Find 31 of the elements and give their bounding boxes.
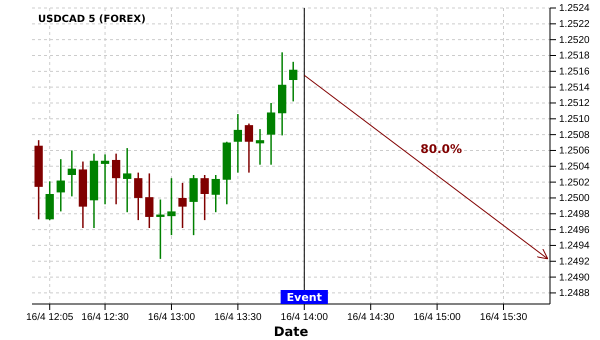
- y-tick-label: 1.2520: [559, 34, 590, 46]
- x-tick-label: 16/4 12:05: [26, 312, 74, 324]
- x-tick-label: 16/4 12:30: [81, 312, 130, 324]
- x-tick-label: 16/4 13:30: [214, 312, 262, 324]
- y-tick-label: 1.2522: [559, 19, 590, 30]
- ref-line-label: Event: [286, 291, 322, 304]
- y-tick-label: 1.2514: [559, 82, 590, 94]
- y-tick-label: 1.2496: [559, 224, 590, 236]
- y-tick-label: 1.2494: [559, 240, 590, 252]
- y-tick-label: 1.2490: [559, 272, 590, 284]
- y-tick-label: 1.2502: [559, 177, 590, 188]
- y-tick-label: 1.2508: [559, 130, 590, 141]
- y-tick-label: 1.2516: [559, 66, 590, 78]
- y-tick-label: 1.2498: [559, 208, 590, 220]
- x-tick-label: 16/4 14:00: [280, 312, 328, 324]
- x-tick-label: 16/4 15:30: [480, 312, 528, 324]
- y-tick-label: 1.2488: [559, 288, 590, 300]
- x-axis-title: Date: [274, 325, 308, 340]
- annotation: 80.0%: [420, 142, 462, 156]
- y-tick-label: 1.2492: [559, 256, 590, 268]
- y-tick-label: 1.2506: [559, 146, 590, 157]
- y-tick-label: 1.2518: [559, 50, 590, 62]
- y-tick-label: 1.2512: [559, 98, 590, 110]
- x-tick-label: 16/4 15:00: [413, 312, 462, 324]
- y-tick-label: 1.2504: [559, 161, 590, 172]
- y-tick-label: 1.2524: [559, 3, 590, 14]
- y-tick-label: 1.2510: [559, 114, 590, 125]
- x-tick-label: 16/4 14:30: [347, 312, 395, 324]
- y-tick-label: 1.2500: [559, 193, 590, 204]
- x-tick-label: 16/4 13:00: [148, 312, 196, 324]
- text: USDCAD 5 (FOREX): [38, 14, 146, 25]
